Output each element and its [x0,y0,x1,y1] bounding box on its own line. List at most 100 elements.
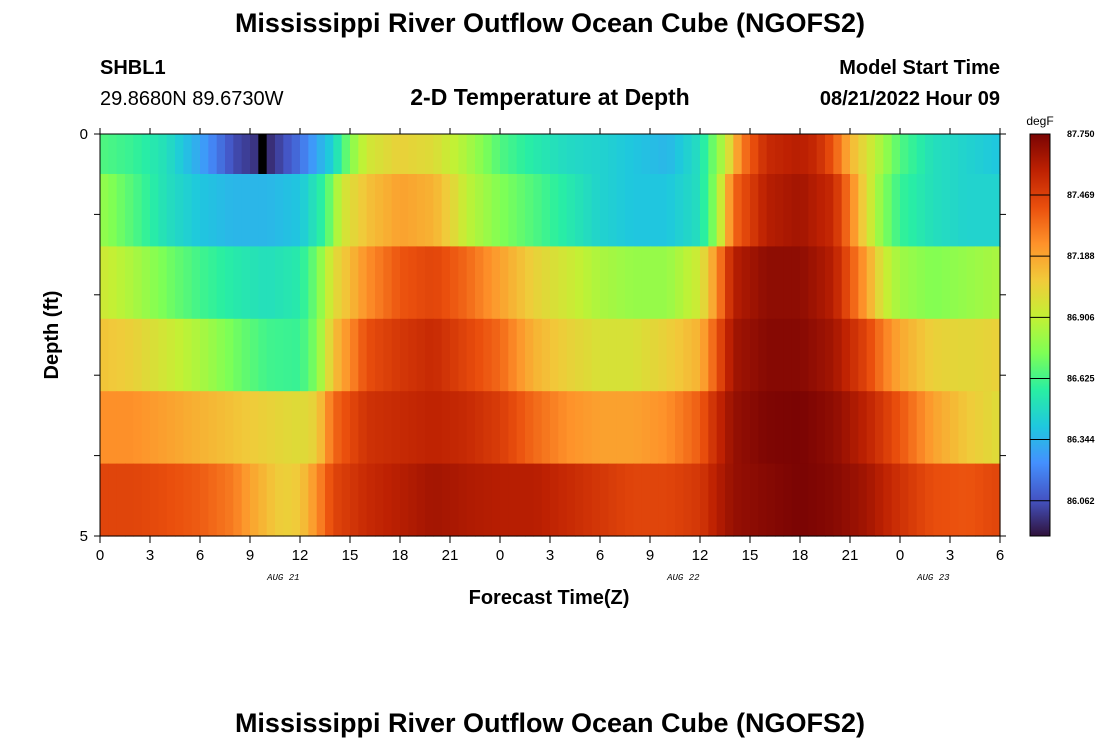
heatmap-cell [433,318,443,392]
heatmap-cell [558,134,568,175]
heatmap-cell [125,174,134,247]
heatmap-cell [400,318,409,392]
colorbar-tick-label: 86.344 [1067,435,1095,445]
heatmap-cell [666,391,676,465]
heatmap-cell [483,391,493,465]
heatmap-cell [258,174,268,247]
heatmap-cell [466,463,476,537]
heatmap-cell [591,318,601,392]
heatmap-cell [116,463,126,537]
heatmap-cells [100,134,1001,537]
heatmap-cell [525,246,534,320]
heatmap-cell [975,391,984,465]
heatmap-cell [250,391,259,465]
heatmap-cell [458,246,468,320]
heatmap-cell [408,318,418,392]
heatmap-cell [275,391,284,465]
heatmap-cell [216,391,226,465]
heatmap-cell [491,318,501,392]
heatmap-cell [108,318,118,392]
heatmap-cell [350,134,359,175]
heatmap-cell [466,246,476,320]
heatmap-cell [408,174,418,247]
heatmap-cell [991,391,1001,465]
x-tick-label: 18 [792,547,809,564]
heatmap-cell [550,246,559,320]
heatmap-cell [725,246,734,320]
heatmap-cell [716,134,726,175]
heatmap-cell [608,391,618,465]
heatmap-cell [500,134,509,175]
heatmap-cell [908,318,918,392]
heatmap-cell [375,246,384,320]
heatmap-cell [483,463,493,537]
heatmap-cell [950,134,959,175]
heatmap-cell [191,318,201,392]
heatmap-cell [825,463,834,537]
heatmap-cell [208,134,218,175]
heatmap-cell [550,463,559,537]
heatmap-cell [933,134,943,175]
heatmap-cell [700,463,709,537]
heatmap-cell [333,246,343,320]
heatmap-cell [908,174,918,247]
heatmap-cell [658,463,668,537]
heatmap-cell [325,134,334,175]
heatmap-cell [208,246,218,320]
heatmap-cell [200,463,209,537]
heatmap-cell [516,391,526,465]
x-tick-label: 21 [442,547,459,564]
heatmap-cell [700,246,709,320]
heatmap-cell [383,174,393,247]
heatmap-cell [366,246,376,320]
heatmap-cell [975,174,984,247]
heatmap-cell [300,174,309,247]
heatmap-cell [558,246,568,320]
heatmap-cell [825,318,834,392]
heatmap-cell [158,463,168,537]
heatmap-cell [650,391,659,465]
heatmap-cell [833,246,843,320]
heatmap-cell [183,174,193,247]
heatmap-cell [525,134,534,175]
heatmap-cell [858,318,868,392]
heatmap-cell [883,318,893,392]
heatmap-cell [241,463,251,537]
heatmap-cell [100,246,109,320]
heatmap-cell [650,463,659,537]
heatmap-cell [216,246,226,320]
heatmap-cell [533,318,543,392]
missing-data-cell [258,134,267,174]
heatmap-cell [866,246,876,320]
heatmap-cell [850,246,859,320]
heatmap-cell [733,246,743,320]
heatmap-cell [683,318,693,392]
heatmap-cell [633,391,643,465]
heatmap-cell [825,246,834,320]
heatmap-cell [425,391,434,465]
heatmap-cell [825,391,834,465]
heatmap-cell [608,318,618,392]
heatmap-cell [525,463,534,537]
heatmap-cell [633,174,643,247]
heatmap-cell [116,134,126,175]
heatmap-cell [333,174,343,247]
heatmap-cell [608,463,618,537]
heatmap-cell [716,174,726,247]
heatmap-cell [358,246,368,320]
heatmap-cell [575,318,584,392]
colorbar-scale [1029,133,1051,537]
heatmap-cell [433,174,443,247]
heatmap-cell [916,391,926,465]
heatmap-cell [150,134,159,175]
heatmap-cell [983,246,993,320]
heatmap-cell [458,174,468,247]
heatmap-cell [216,318,226,392]
y-axis-label: Depth (ft) [41,291,63,380]
heatmap-cell [950,246,959,320]
heatmap-cell [100,174,109,247]
heatmap-cell [391,134,401,175]
heatmap-cell [816,318,826,392]
heatmap-cell [241,391,251,465]
heatmap-cell [875,391,884,465]
